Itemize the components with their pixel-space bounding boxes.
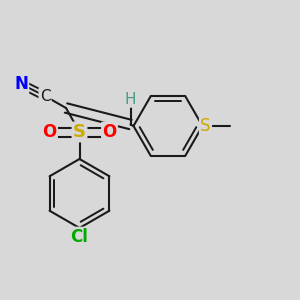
Text: Cl: Cl (70, 228, 88, 246)
Text: N: N (14, 75, 28, 93)
Text: O: O (42, 123, 57, 141)
Text: S: S (200, 117, 211, 135)
Text: S: S (73, 123, 86, 141)
Text: O: O (102, 123, 117, 141)
Text: C: C (40, 88, 50, 104)
Text: H: H (125, 92, 136, 106)
